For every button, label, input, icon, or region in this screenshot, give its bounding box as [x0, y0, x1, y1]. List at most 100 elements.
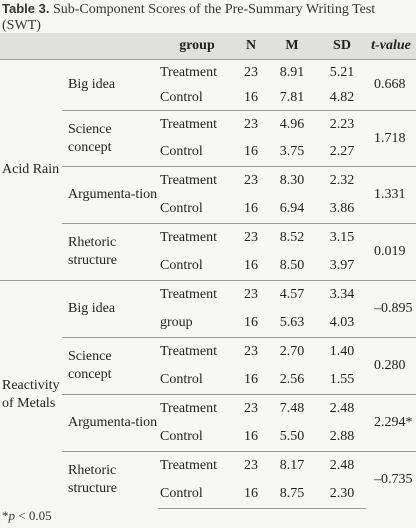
t-value-cell: 1.718	[366, 110, 416, 167]
mean-cell: 2.70	[266, 337, 318, 366]
group-cell: group	[160, 315, 193, 330]
mean-cell: 8.75	[266, 480, 318, 509]
sd-cell: 2.48	[318, 451, 366, 480]
sd-cell: 2.88	[329, 429, 355, 444]
group-cell: Control	[158, 480, 236, 509]
group-cell: Control	[160, 258, 203, 273]
sd-cell: 1.55	[329, 372, 355, 387]
sd-cell: 1.40	[318, 337, 366, 366]
header-mean: M	[266, 33, 318, 60]
table-row: Control 16 5.50 2.88	[0, 423, 416, 452]
table-caption: Table 3. Sub-Component Scores of the Pre…	[2, 1, 412, 34]
n-cell: 16	[244, 315, 258, 330]
mean-cell: 8.30	[266, 166, 318, 195]
t-value-cell: –0.735	[366, 451, 416, 509]
table-row: Reactivity of Metals Big idea Treatment 23 4…	[0, 280, 416, 509]
n-cell: 23	[236, 280, 266, 309]
sd-cell: 2.30	[318, 480, 366, 509]
mean-cell: 5.63	[279, 315, 305, 330]
group-cell: Control	[160, 429, 203, 444]
n-cell: 23	[236, 394, 266, 423]
caption-text: Sub-Component Scores of the Pre-Summary …	[2, 2, 376, 33]
mean-cell: 6.94	[279, 201, 305, 216]
table-row: Control 16 8.50 3.97	[0, 252, 416, 281]
sd-cell: 4.03	[329, 315, 355, 330]
sd-cell: 2.23	[318, 110, 366, 139]
domain-label: Reactivity of Metals	[0, 280, 62, 509]
n-cell: 16	[244, 89, 258, 105]
table-row: Control 16 7.81 4.82	[0, 85, 416, 111]
t-value-cell: 0.019	[366, 223, 416, 281]
group-cell: Treatment	[158, 451, 236, 480]
scores-table: group N M SD t-value Acid Rain Big idea Tr…	[0, 33, 416, 509]
mean-cell: 4.57	[266, 280, 318, 309]
group-cell: Treatment	[158, 223, 236, 252]
table-row: Science concept Treatment 23 4.96 2.23 1.718	[0, 110, 416, 167]
domain-label: Acid Rain	[2, 162, 60, 177]
subcomponent-label: Big idea	[68, 77, 116, 92]
mean-cell: 8.50	[279, 258, 305, 273]
group-cell: Treatment	[158, 394, 236, 423]
group-cell: Treatment	[158, 337, 236, 366]
table-row: Control 16 6.94 3.86	[0, 195, 416, 224]
subcomponent-label: Rhetoric structure	[62, 451, 158, 509]
mean-cell: 2.56	[279, 372, 305, 387]
n-cell: 16	[244, 429, 258, 444]
sd-cell: 3.86	[329, 201, 355, 216]
table-row: Control 16 3.75 2.27	[0, 139, 416, 167]
n-cell: 16	[244, 258, 258, 273]
group-cell: Treatment	[158, 280, 236, 309]
header-domain	[0, 33, 62, 60]
mean-cell: 8.91	[279, 64, 305, 80]
header-row: group N M SD t-value	[0, 33, 416, 60]
n-cell: 16	[236, 480, 266, 509]
t-value-cell: 2.294*	[366, 394, 416, 452]
table-row: group 16 5.63 4.03	[0, 309, 416, 338]
subcomponent-label: Big idea	[62, 280, 158, 338]
n-cell: 16	[244, 201, 258, 216]
table-row: Rhetoric structure Treatment 23 8.17 2.48 –0.…	[0, 451, 416, 509]
mean-cell: 7.81	[279, 89, 305, 105]
group-cell: Control	[160, 201, 203, 216]
n-cell: 23	[244, 64, 258, 80]
mean-cell: 7.48	[266, 394, 318, 423]
sd-cell: 2.48	[318, 394, 366, 423]
footnote: *p < 0.05	[2, 508, 52, 524]
table-row: Argumenta-tion Treatment 23 8.30 2.32 1.331	[0, 166, 416, 224]
mean-cell: 8.52	[266, 223, 318, 252]
group-cell: Control	[160, 144, 203, 160]
group-cell: Control	[160, 89, 203, 105]
mean-cell: 8.17	[266, 451, 318, 480]
table-row: Control 16 8.75 2.30	[0, 480, 416, 509]
group-cell: Treatment	[158, 110, 236, 139]
n-cell: 23	[236, 223, 266, 252]
table-row: Science concept Treatment 23 2.70 1.40 0.280	[0, 337, 416, 395]
sd-cell: 3.34	[318, 280, 366, 309]
subcomponent-label: Rhetoric structure	[62, 223, 158, 281]
n-cell: 16	[244, 144, 258, 160]
n-cell: 23	[236, 166, 266, 195]
footnote-p: p	[8, 508, 16, 523]
table-row: Acid Rain Big idea Treatment 23 8.91 5.21 0.66…	[0, 60, 416, 178]
header-sd: SD	[318, 33, 366, 60]
footnote-text: < 0.05	[15, 508, 52, 523]
footnote-star: *	[2, 508, 9, 523]
table-body: Acid Rain Big idea Treatment 23 8.91 5.21 0.66…	[0, 60, 416, 509]
t-value-cell: 0.668	[374, 77, 406, 92]
subcomponent-label: Science concept	[62, 337, 158, 395]
subcomponent-label: Argumenta-tion	[62, 166, 158, 224]
n-cell: 23	[236, 337, 266, 366]
group-cell: Control	[160, 372, 203, 387]
header-t-value: t-value	[366, 33, 416, 60]
group-cell: Treatment	[158, 166, 236, 195]
caption-label: Table 3.	[2, 1, 50, 16]
n-cell: 23	[236, 451, 266, 480]
n-cell: 23	[236, 110, 266, 139]
subcomponent-label: Science concept	[62, 110, 158, 167]
header-n: N	[236, 33, 266, 60]
mean-cell: 5.50	[279, 429, 305, 444]
sd-cell: 3.15	[318, 223, 366, 252]
t-value-cell: 1.331	[366, 166, 416, 224]
sd-cell: 5.21	[329, 64, 355, 80]
mean-cell: 3.75	[279, 144, 305, 160]
